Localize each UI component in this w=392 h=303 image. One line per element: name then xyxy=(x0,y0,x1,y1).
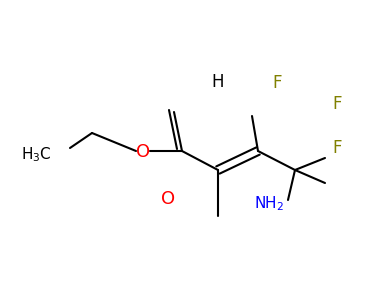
Text: H: H xyxy=(212,73,224,91)
Text: NH$_2$: NH$_2$ xyxy=(254,194,284,213)
Text: F: F xyxy=(272,74,282,92)
Text: F: F xyxy=(332,139,341,157)
Text: O: O xyxy=(161,190,175,208)
Text: F: F xyxy=(332,95,341,113)
Text: H$_3$C: H$_3$C xyxy=(21,146,52,164)
Text: O: O xyxy=(136,143,150,161)
